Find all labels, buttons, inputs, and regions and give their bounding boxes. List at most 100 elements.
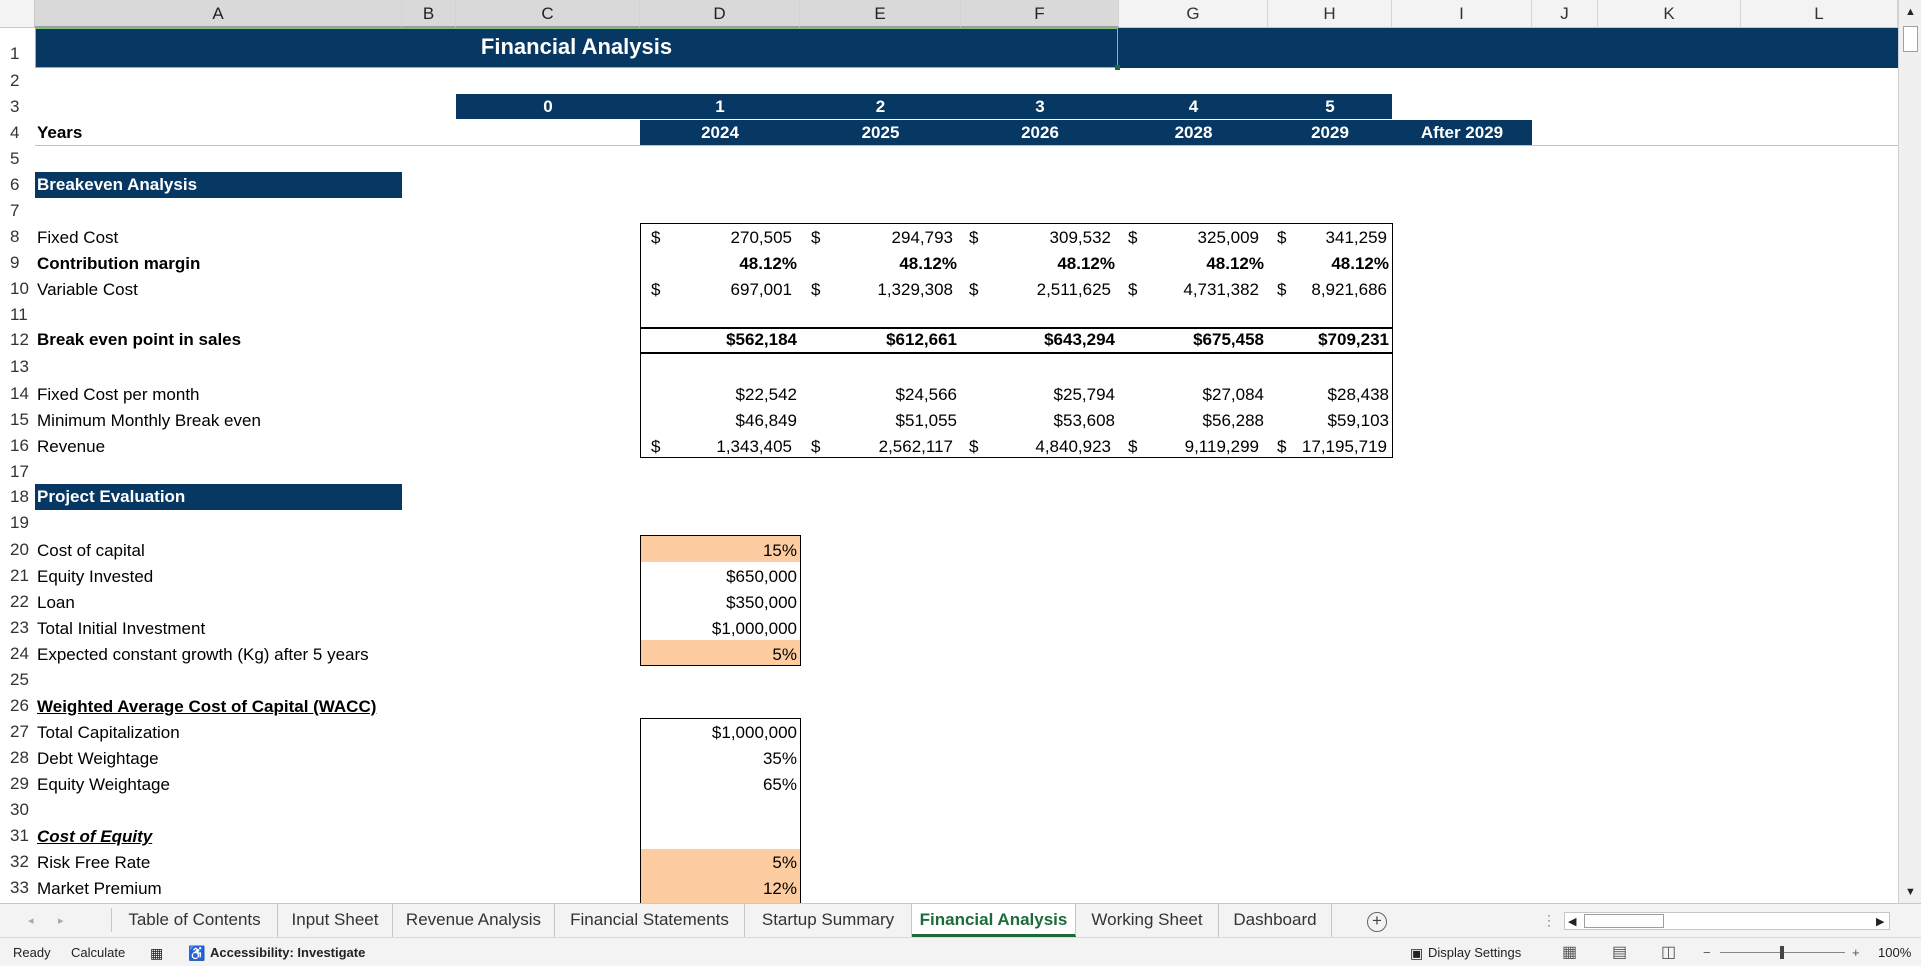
calculate-button[interactable]: Calculate: [71, 945, 126, 960]
equity-weightage-value[interactable]: 65%: [762, 775, 797, 794]
row-header-24[interactable]: 24: [0, 641, 35, 667]
contribution-2024[interactable]: 48.12%: [739, 254, 797, 273]
row-header-14[interactable]: 14: [0, 381, 35, 407]
growth-label[interactable]: Expected constant growth (Kg) after 5 ye…: [37, 645, 369, 664]
row-header-25[interactable]: 25: [0, 667, 35, 693]
revenue-2025[interactable]: 2,562,117: [878, 437, 953, 456]
vertical-scroll-thumb[interactable]: [1903, 26, 1918, 52]
risk-free-rate-label[interactable]: Risk Free Rate: [37, 853, 151, 872]
column-header-c[interactable]: C: [456, 0, 640, 28]
column-header-a[interactable]: A: [35, 0, 402, 28]
column-header-k[interactable]: K: [1598, 0, 1741, 28]
tab-input-sheet[interactable]: Input Sheet: [278, 904, 393, 937]
row-header-29[interactable]: 29: [0, 771, 35, 797]
row-header-28[interactable]: 28: [0, 745, 35, 771]
break-even-2029[interactable]: $709,231: [1318, 330, 1389, 349]
contribution-2026[interactable]: 48.12%: [1057, 254, 1115, 273]
scroll-down-icon[interactable]: ▼: [1905, 886, 1916, 898]
revenue-2028[interactable]: 9,119,299: [1184, 437, 1259, 456]
break-even-label[interactable]: Break even point in sales: [37, 330, 242, 349]
debt-weightage-value[interactable]: 35%: [762, 749, 797, 768]
tab-working-sheet[interactable]: Working Sheet: [1076, 904, 1219, 937]
fixed-cost-2026[interactable]: 309,532: [1049, 228, 1111, 247]
fixed-cost-2028[interactable]: 325,009: [1197, 228, 1259, 247]
scroll-right-icon[interactable]: ▶: [1876, 916, 1885, 928]
row-header-32[interactable]: 32: [0, 849, 35, 875]
row-header-13[interactable]: 13: [0, 354, 35, 380]
accessibility-status[interactable]: Accessibility: Investigate: [210, 945, 366, 960]
break-even-2025[interactable]: $612,661: [886, 330, 957, 349]
total-investment-value[interactable]: $1,000,000: [711, 619, 797, 638]
period-3[interactable]: 3: [1035, 97, 1045, 116]
tab-split-handle-icon[interactable]: ⋮: [1542, 912, 1556, 928]
next-sheet-icon[interactable]: ▸: [58, 915, 64, 927]
project-evaluation-header[interactable]: Project Evaluation: [37, 487, 186, 506]
prev-sheet-icon[interactable]: ◂: [28, 915, 34, 927]
row-header-8[interactable]: 8: [0, 224, 35, 250]
min-monthly-2024[interactable]: $46,849: [735, 411, 797, 430]
row-header-7[interactable]: 7: [0, 198, 35, 224]
year-2029[interactable]: 2029: [1311, 123, 1349, 142]
zoom-in-icon[interactable]: +: [1852, 945, 1860, 960]
row-header-20[interactable]: 20: [0, 537, 35, 563]
variable-cost-2028[interactable]: 4,731,382: [1183, 280, 1259, 299]
horizontal-scroll-thumb[interactable]: [1584, 914, 1664, 928]
contribution-margin-label[interactable]: Contribution margin: [37, 254, 201, 273]
risk-free-rate-value[interactable]: 5%: [772, 853, 797, 872]
row-header-30[interactable]: 30: [0, 797, 35, 823]
column-header-g[interactable]: G: [1119, 0, 1268, 28]
fixed-month-2024[interactable]: $22,542: [735, 385, 797, 404]
add-sheet-icon[interactable]: +: [1367, 912, 1387, 932]
row-header-10[interactable]: 10: [0, 276, 35, 302]
row-header-9[interactable]: 9: [0, 250, 35, 276]
cell-mode-icon[interactable]: ▦: [150, 945, 164, 961]
zoom-out-icon[interactable]: −: [1703, 945, 1711, 960]
page-break-view-icon[interactable]: ◫: [1661, 944, 1677, 961]
column-header-l[interactable]: L: [1741, 0, 1898, 28]
year-2026[interactable]: 2026: [1021, 123, 1059, 142]
year-after-2029[interactable]: After 2029: [1420, 123, 1504, 142]
break-even-2028[interactable]: $675,458: [1193, 330, 1264, 349]
row-header-16[interactable]: 16: [0, 433, 35, 459]
variable-cost-2026[interactable]: 2,511,625: [1036, 280, 1111, 299]
sheet-title[interactable]: Financial Analysis: [480, 34, 673, 59]
contribution-2025[interactable]: 48.12%: [899, 254, 957, 273]
period-0[interactable]: 0: [543, 97, 553, 116]
row-header-19[interactable]: 19: [0, 510, 35, 536]
row-header-2[interactable]: 2: [0, 68, 35, 94]
column-header-b[interactable]: B: [402, 0, 456, 28]
period-2[interactable]: 2: [875, 97, 886, 116]
fixed-month-2029[interactable]: $28,438: [1327, 385, 1389, 404]
zoom-slider-thumb[interactable]: [1780, 946, 1784, 959]
fixed-month-2028[interactable]: $27,084: [1202, 385, 1264, 404]
years-label[interactable]: Years: [37, 123, 83, 142]
fixed-cost-2029[interactable]: 341,259: [1325, 228, 1387, 247]
selected-range-a1-f1[interactable]: [35, 28, 1118, 68]
min-monthly-label[interactable]: Minimum Monthly Break even: [37, 411, 261, 430]
tab-financial-analysis[interactable]: Financial Analysis: [912, 904, 1076, 937]
loan-label[interactable]: Loan: [37, 593, 75, 612]
fixed-cost-2025[interactable]: 294,793: [891, 228, 953, 247]
tab-table-of-contents[interactable]: Table of Contents: [112, 904, 278, 937]
scroll-up-icon[interactable]: ▲: [1905, 6, 1916, 18]
variable-cost-2025[interactable]: 1,329,308: [877, 280, 953, 299]
display-settings-icon[interactable]: ▣: [1410, 945, 1424, 961]
cost-of-equity-header[interactable]: Cost of Equity: [37, 827, 153, 846]
variable-cost-label[interactable]: Variable Cost: [37, 280, 138, 299]
row-header-5[interactable]: 5: [0, 146, 35, 172]
scroll-left-icon[interactable]: ◀: [1568, 916, 1577, 928]
equity-invested-value[interactable]: $650,000: [726, 567, 797, 586]
column-header-h[interactable]: H: [1268, 0, 1392, 28]
total-investment-label[interactable]: Total Initial Investment: [37, 619, 206, 638]
row-header-21[interactable]: 21: [0, 563, 35, 589]
row-header-3[interactable]: 3: [0, 94, 35, 120]
min-monthly-2025[interactable]: $51,055: [895, 411, 957, 430]
break-even-2024[interactable]: $562,184: [726, 330, 797, 349]
contribution-2029[interactable]: 48.12%: [1331, 254, 1389, 273]
select-all-corner[interactable]: [0, 0, 35, 28]
year-2024[interactable]: 2024: [701, 123, 739, 142]
page-layout-view-icon[interactable]: ▤: [1612, 944, 1628, 961]
debt-weightage-label[interactable]: Debt Weightage: [37, 749, 159, 768]
tab-dashboard[interactable]: Dashboard: [1219, 904, 1332, 937]
zoom-level[interactable]: 100%: [1878, 945, 1912, 960]
